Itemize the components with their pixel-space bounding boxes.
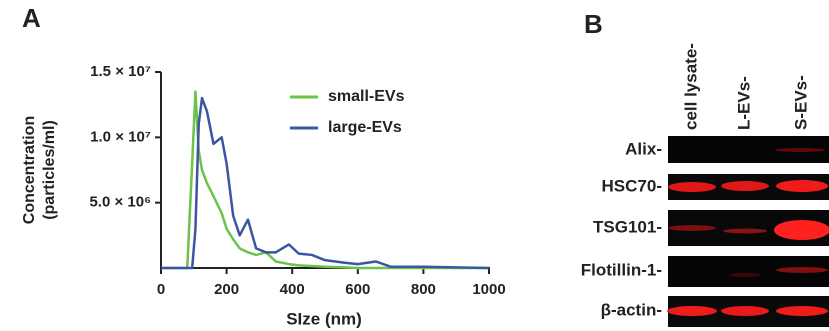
band bbox=[668, 182, 716, 192]
band bbox=[775, 148, 825, 152]
x-tick-label: 1000 bbox=[472, 281, 505, 298]
band bbox=[667, 306, 717, 316]
x-tick-label: 800 bbox=[411, 281, 436, 298]
x-tick-label: 600 bbox=[345, 281, 370, 298]
band bbox=[721, 306, 769, 316]
band bbox=[723, 229, 767, 234]
band bbox=[668, 225, 716, 231]
row-label: TSG101- bbox=[593, 217, 662, 236]
panel-label: A bbox=[22, 3, 41, 33]
lane-label: S-EVs- bbox=[791, 75, 810, 130]
band bbox=[776, 180, 828, 192]
band bbox=[729, 273, 761, 277]
blot bbox=[667, 136, 829, 327]
lane-label: cell lysate- bbox=[681, 43, 700, 130]
row-label: Alix- bbox=[625, 139, 662, 158]
x-tick-label: 0 bbox=[157, 281, 165, 298]
band bbox=[776, 267, 828, 273]
x-axis-label: SIze (nm) bbox=[286, 309, 362, 328]
row-label: HSC70- bbox=[602, 176, 662, 195]
y-axis-label: (particles/ml) bbox=[41, 120, 58, 220]
panel-label: B bbox=[584, 9, 603, 39]
legend-label: small-EVs bbox=[328, 88, 405, 105]
band bbox=[774, 220, 829, 240]
legend-label: large-EVs bbox=[328, 119, 402, 136]
x-tick-label: 200 bbox=[214, 281, 239, 298]
figure: A B SIze (nm) Concentration (particles/m… bbox=[0, 0, 829, 331]
band bbox=[721, 181, 769, 191]
lane-label: L-EVs- bbox=[734, 76, 753, 130]
series-line bbox=[161, 98, 489, 268]
y-axis-label: Concentration bbox=[21, 116, 38, 224]
y-tick-label: 1.5 × 10⁷ bbox=[90, 63, 151, 80]
y-tick-label: 5.0 × 10⁶ bbox=[89, 194, 151, 211]
band bbox=[776, 306, 828, 316]
row-label: Flotillin-1- bbox=[581, 260, 662, 279]
row-label: β-actin- bbox=[601, 300, 662, 319]
series-line bbox=[161, 92, 489, 268]
x-tick-label: 400 bbox=[280, 281, 305, 298]
y-tick-label: 1.0 × 10⁷ bbox=[90, 128, 151, 145]
